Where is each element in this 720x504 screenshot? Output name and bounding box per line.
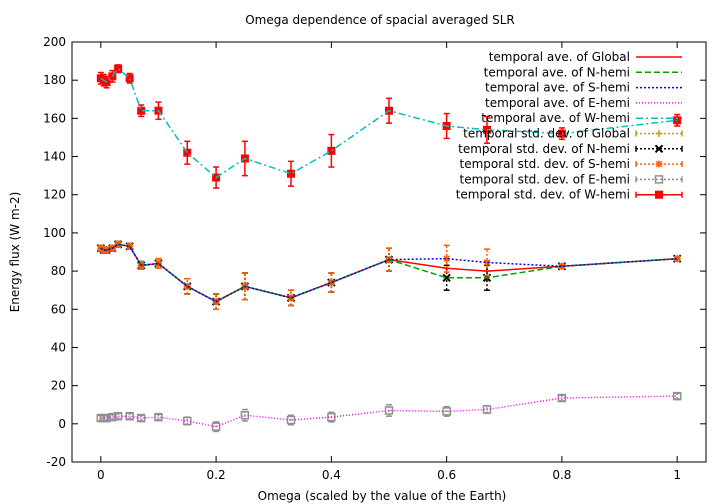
- legend-label: temporal std. dev. of S-hemi: [459, 157, 630, 171]
- x-tick-label: 0.8: [552, 468, 571, 482]
- y-tick-label: 100: [43, 226, 66, 240]
- legend-item: temporal ave. of W-hemi: [481, 111, 682, 125]
- plot-frame: [71, 41, 707, 463]
- series-temporal-std-dev-of-e-hemi: [96, 391, 682, 433]
- data-point: [442, 407, 451, 416]
- legend-item: temporal ave. of E-hemi: [485, 96, 682, 110]
- legend-item: temporal std. dev. of S-hemi: [459, 157, 683, 171]
- series-temporal-std-dev-of-s-hemi: [97, 240, 681, 311]
- y-tick-label: 40: [51, 340, 66, 354]
- data-point: [113, 411, 123, 421]
- error-bar: [288, 289, 295, 307]
- legend-item: temporal ave. of N-hemi: [484, 65, 682, 79]
- data-point: [183, 148, 192, 157]
- data-point: [136, 413, 146, 423]
- legend-label: temporal ave. of N-hemi: [484, 65, 630, 79]
- legend-label: temporal ave. of S-hemi: [485, 81, 630, 95]
- chart-title: Omega dependence of spacial averaged SLR: [245, 13, 515, 27]
- error-bar: [126, 412, 133, 420]
- data-point: [327, 146, 336, 155]
- legend-item: temporal std. dev. of W-hemi: [456, 188, 683, 202]
- y-tick-label: 160: [43, 111, 66, 125]
- legend-marker: [655, 160, 663, 168]
- data-point: [672, 391, 682, 401]
- y-tick-label: 140: [43, 150, 66, 164]
- marker-stroke: [442, 273, 451, 282]
- data-point: [114, 64, 123, 73]
- x-tick-label: 0.2: [207, 468, 226, 482]
- legend-marker: [654, 175, 664, 184]
- marker-stroke: [483, 259, 491, 266]
- y-tick-label: 0: [58, 417, 66, 431]
- series-line-temporal-ave-of-s-hemi: [100, 243, 678, 303]
- y-axis-label: Energy flux (W m-2): [8, 192, 22, 313]
- legend-label: temporal std. dev. of N-hemi: [458, 142, 630, 156]
- error-bar: [386, 247, 392, 272]
- data-point: [125, 74, 134, 83]
- error-bar: [213, 293, 220, 311]
- legend-label: temporal ave. of W-hemi: [481, 111, 630, 125]
- data-point: [125, 411, 134, 421]
- data-point: [287, 169, 296, 178]
- series-temporal-std-dev-of-global: [97, 240, 681, 311]
- data-point: [442, 273, 451, 282]
- x-tick-label: 0.6: [437, 468, 456, 482]
- x-tick-label: 1: [673, 468, 681, 482]
- series-temporal-std-dev-of-n-hemi: [96, 240, 682, 311]
- error-bar: [184, 277, 191, 295]
- data-point: [211, 422, 221, 431]
- y-tick-label: 60: [51, 302, 66, 316]
- legend-item: temporal std. dev. of N-hemi: [458, 142, 683, 156]
- legend-item: temporal ave. of Global: [489, 50, 682, 64]
- legend-marker: [654, 144, 664, 154]
- marker-stroke: [654, 144, 664, 154]
- legend-label: temporal std. dev. of Global: [463, 127, 630, 141]
- x-tick-label: 0: [97, 468, 105, 482]
- x-tick-label: 0.4: [322, 468, 341, 482]
- data-point: [286, 415, 296, 425]
- marker-stroke: [655, 160, 663, 168]
- legend-item: temporal std. dev. of Global: [463, 127, 683, 141]
- series-line-temporal-ave-of-n-hemi: [100, 243, 678, 303]
- x-axis-label: Omega (scaled by the value of the Earth): [258, 489, 507, 503]
- y-tick-label: 180: [43, 73, 66, 87]
- legend-label: temporal ave. of E-hemi: [485, 96, 630, 110]
- legend-label: temporal std. dev. of W-hemi: [456, 188, 630, 202]
- legend-item: temporal ave. of S-hemi: [485, 81, 682, 95]
- marker-stroke: [443, 255, 450, 263]
- y-tick-label: -20: [46, 455, 66, 469]
- y-tick-label: 20: [51, 379, 66, 393]
- series-line-temporal-ave-of-w-hemi: [100, 67, 678, 179]
- legend-label: temporal std. dev. of E-hemi: [460, 172, 630, 186]
- legend-marker: [655, 190, 663, 199]
- y-tick-label: 120: [43, 188, 66, 202]
- legend-marker: [655, 130, 663, 137]
- legend-item: temporal std. dev. of E-hemi: [460, 172, 683, 186]
- y-tick-label: 80: [51, 264, 66, 278]
- legend-label: temporal ave. of Global: [489, 50, 630, 64]
- y-tick-label: 200: [43, 35, 66, 49]
